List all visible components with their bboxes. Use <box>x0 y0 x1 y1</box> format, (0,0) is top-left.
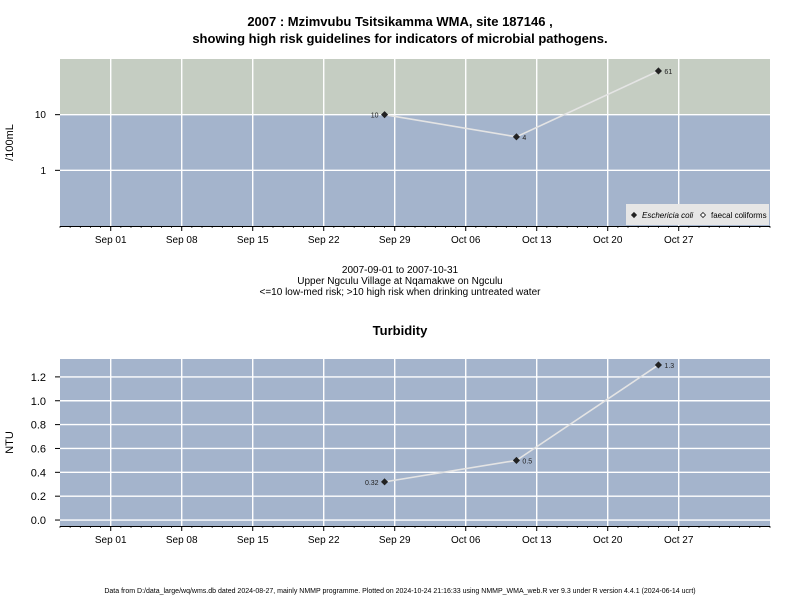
y-tick-label: 0.0 <box>31 515 46 527</box>
x-tick-label: Sep 01 <box>95 235 127 246</box>
x-tick-label: Oct 06 <box>451 235 481 246</box>
x-tick-label: Sep 15 <box>237 535 269 546</box>
risk-caption: <=10 low-med risk; >10 high risk when dr… <box>259 287 541 298</box>
y-axis-label: /100mL <box>4 124 16 161</box>
x-tick-label: Sep 29 <box>379 235 411 246</box>
microbial-chart: 1 10 Sep 01 Sep 08 Sep 15 Sep 22 Sep 29 Oct 06 O… <box>4 59 771 246</box>
site-caption: Upper Ngculu Village at Nqamakwe on Ngcu… <box>297 276 503 287</box>
x-tick-label: Sep 15 <box>237 235 269 246</box>
legend: Eschericia coli faecal coliforms <box>626 204 769 225</box>
chart-title-line-1: 2007 : Mzimvubu Tsitsikamma WMA, site 18… <box>247 14 553 29</box>
y-tick-label: 0.8 <box>31 420 46 432</box>
x-tick-label: Sep 01 <box>95 535 127 546</box>
x-tick-label: Sep 08 <box>166 535 198 546</box>
ecoli-value-label: 4 <box>522 135 526 142</box>
chart-title-line-2: showing high risk guidelines for indicat… <box>192 31 608 46</box>
legend-ecoli-marker <box>630 211 638 219</box>
y-tick-label: 1.0 <box>31 396 46 408</box>
turbidity-title: Turbidity <box>372 323 428 338</box>
x-tick-label: Oct 20 <box>593 535 623 546</box>
legend-faecal-label: faecal coliforms <box>711 211 767 220</box>
turbidity-point <box>654 361 662 369</box>
x-tick-label: Oct 20 <box>593 235 623 246</box>
footer-note: Data from D:/data_large/wq/wms.db dated … <box>104 588 696 595</box>
legend-box <box>626 204 769 225</box>
y-tick-label: 0.2 <box>31 491 46 503</box>
x-tick-label: Sep 22 <box>308 535 340 546</box>
turbidity-point <box>512 456 520 464</box>
date-range-caption: 2007-09-01 to 2007-10-31 <box>341 265 459 276</box>
turbidity-point <box>381 478 389 486</box>
turbidity-value-label: 1.3 <box>664 363 674 370</box>
legend-faecal-marker <box>699 211 707 219</box>
x-tick-label: Sep 29 <box>379 535 411 546</box>
y-axis-label: NTU <box>4 431 16 454</box>
ecoli-point <box>654 67 662 75</box>
y-tick-label: 1.2 <box>31 372 46 384</box>
x-tick-label: Oct 27 <box>664 235 694 246</box>
high-risk-zone <box>60 59 770 115</box>
x-tick-label: Oct 06 <box>451 535 481 546</box>
ecoli-value-label: 61 <box>664 69 672 76</box>
y-tick-label: 10 <box>35 110 47 121</box>
x-tick-label: Oct 13 <box>522 535 552 546</box>
turbidity-chart: 0.0 0.2 0.4 0.6 0.8 1.0 1.2 Sep 01 Sep 08 Sep 15 S… <box>4 359 771 546</box>
x-tick-label: Sep 08 <box>166 235 198 246</box>
y-tick-label: 1 <box>40 166 46 177</box>
y-tick-label: 0.6 <box>31 443 46 455</box>
x-tick-label: Oct 27 <box>664 535 694 546</box>
turbidity-value-label: 0.32 <box>365 480 379 487</box>
ecoli-point <box>512 133 520 141</box>
x-tick-label: Oct 13 <box>522 235 552 246</box>
y-tick-label: 0.4 <box>31 467 46 479</box>
plot-background <box>60 359 770 526</box>
turbidity-value-label: 0.5 <box>522 458 532 465</box>
ecoli-point <box>381 111 389 119</box>
ecoli-value-label: 10 <box>371 113 379 120</box>
legend-ecoli-label: Eschericia coli <box>642 211 693 220</box>
x-tick-label: Sep 22 <box>308 235 340 246</box>
